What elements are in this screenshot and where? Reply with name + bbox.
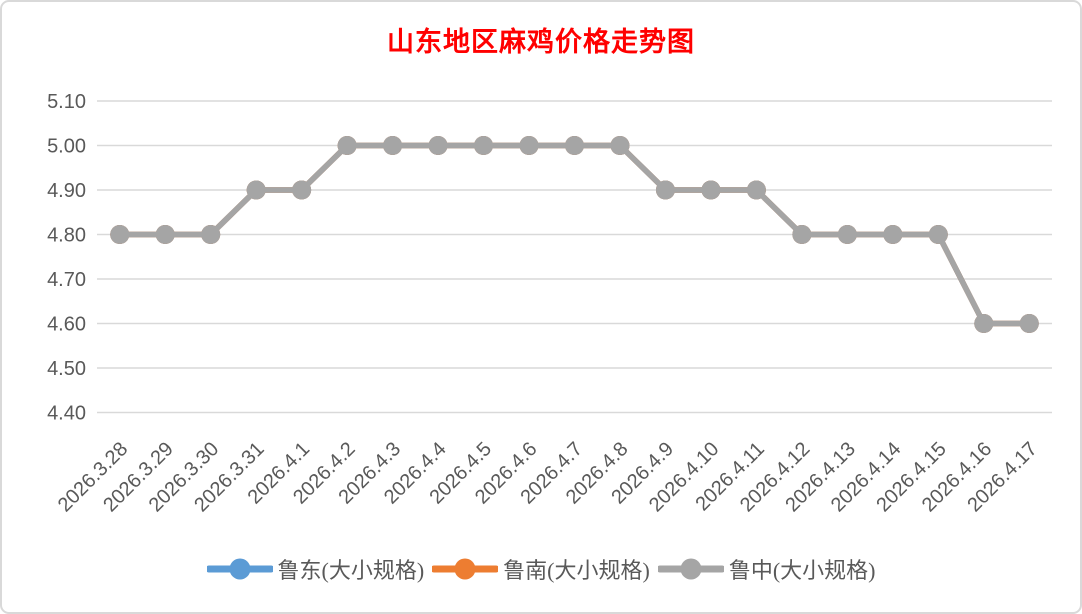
series-point [701,180,721,200]
legend-label: 鲁东(大小规格) [277,558,425,583]
legend-item-1: 鲁南(大小规格) [432,553,650,585]
chart-legend: 鲁东(大小规格) 鲁南(大小规格) 鲁中(大小规格) [2,553,1080,585]
series-point [519,136,539,155]
series-point [1019,314,1039,333]
y-axis-tick-label: 4.90 [47,180,86,202]
legend-line-marker-icon [432,558,499,580]
series-2 [110,136,1039,333]
series-point [655,180,675,200]
series-point [474,136,494,155]
series-point [383,136,403,155]
series-point [792,225,812,244]
y-axis-tick-label: 4.60 [47,314,86,336]
legend-label: 鲁南(大小规格) [503,558,650,583]
series-point [337,136,357,155]
legend-item-0: 鲁东(大小规格) [206,553,425,585]
series-point [883,225,903,244]
series-point [928,225,948,244]
series-point [565,136,584,155]
legend-line-marker-icon [206,558,273,580]
series-point [201,225,221,244]
y-axis-tick-label: 4.80 [47,225,86,247]
series-point [610,136,630,155]
series-point [428,136,448,155]
y-axis-tick-label: 5.10 [47,91,86,113]
series-point [837,225,857,244]
y-axis-tick-label: 4.40 [47,403,86,425]
y-axis-tick-label: 5.00 [47,136,86,158]
series-point [246,180,266,200]
series-point [974,314,994,333]
series-point [292,180,312,200]
y-axis-tick-label: 4.70 [47,269,86,291]
series-point [110,225,130,244]
legend-item-2: 鲁中(大小规格) [657,553,876,585]
y-axis-tick-label: 4.50 [47,358,86,380]
series-point [155,225,175,244]
series-point [746,180,766,200]
legend-label: 鲁中(大小规格) [728,558,876,583]
legend-line-marker-icon [657,558,724,580]
chart-title: 山东地区麻鸡价格走势图 [387,27,695,57]
